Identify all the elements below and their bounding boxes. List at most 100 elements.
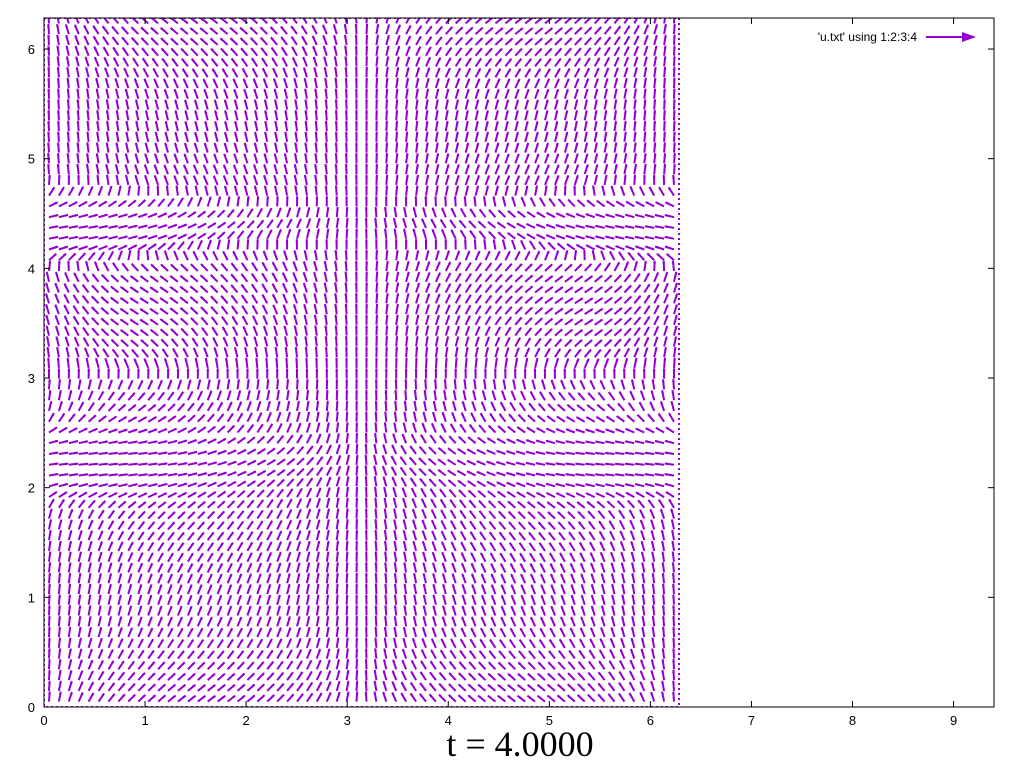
- vector-arrow-head: [375, 185, 379, 189]
- vector-arrow-head: [150, 308, 153, 312]
- vector-arrow-head: [140, 542, 144, 546]
- vector-arrow-head: [364, 626, 368, 630]
- vector-arrow-head: [211, 662, 215, 666]
- vector-arrow-head: [128, 185, 131, 189]
- vector-arrow-head: [85, 225, 88, 229]
- vector-arrow-head: [329, 456, 332, 459]
- vector-arrow-head: [47, 626, 51, 630]
- vector-arrow: [121, 18, 130, 25]
- vector-arrow-head: [355, 626, 359, 630]
- vector-arrow-head: [54, 283, 58, 287]
- vector-arrow-head: [402, 487, 405, 491]
- vector-arrow-head: [294, 185, 298, 189]
- vector-arrow-head: [269, 423, 273, 427]
- vector-arrow-head: [75, 440, 78, 443]
- vector-arrow-head: [279, 219, 283, 223]
- vector-arrow-head: [268, 563, 272, 566]
- vector-arrow-head: [99, 562, 102, 566]
- vector-arrow-head: [319, 682, 322, 685]
- vector-arrow-head: [204, 121, 208, 125]
- vector-arrow: [75, 18, 80, 24]
- vector-arrow-head: [385, 303, 389, 307]
- vector-arrow-head: [271, 694, 275, 698]
- vector-arrow-head: [312, 25, 315, 29]
- vector-arrow-head: [426, 78, 430, 82]
- vector-arrow: [281, 18, 288, 25]
- vector-arrow-head: [103, 262, 107, 266]
- vector-arrow-head: [59, 530, 62, 533]
- vector-arrow-head: [344, 34, 347, 38]
- vector-arrow-head: [334, 88, 338, 92]
- vector-arrow-head: [154, 451, 158, 455]
- vector-arrow-head: [233, 461, 237, 464]
- vector-arrow-head: [355, 336, 358, 339]
- vector-arrow-head: [101, 318, 105, 322]
- vector-arrow-head: [284, 153, 287, 157]
- vector-arrow-head: [159, 573, 163, 577]
- vector-arrow-head: [395, 142, 399, 146]
- vector-arrow-head: [257, 390, 261, 394]
- vector-arrow-head: [277, 401, 281, 404]
- vector-arrow-head: [202, 501, 206, 505]
- vector-arrow-head: [364, 422, 368, 425]
- vector-arrow-head: [203, 89, 207, 93]
- vector-arrow-head: [355, 142, 358, 145]
- vector-arrow-head: [304, 174, 307, 178]
- vector-arrow-head: [273, 175, 277, 179]
- vector-arrow-head: [254, 121, 258, 124]
- vector-arrow-head: [365, 77, 369, 81]
- vector-arrow-head: [95, 88, 99, 92]
- vector-arrow-head: [252, 294, 255, 298]
- vector-arrow-head: [413, 411, 416, 415]
- vector-arrow-head: [403, 207, 406, 210]
- vector-arrow-head: [307, 422, 311, 426]
- vector-arrow-head: [297, 411, 301, 415]
- vector-arrow-head: [325, 357, 328, 361]
- vector-arrow-head: [240, 230, 244, 234]
- vector-arrow-head: [114, 245, 118, 249]
- vector-arrow-head: [274, 142, 277, 146]
- vector-arrow-head: [365, 56, 369, 59]
- vector-arrow-head: [364, 454, 368, 458]
- vector-arrow-head: [100, 391, 104, 395]
- vector-arrow-head: [110, 297, 114, 301]
- vector-arrow-head: [316, 207, 320, 210]
- vector-arrow-head: [161, 339, 165, 343]
- vector-arrow-head: [334, 153, 338, 156]
- vector-arrow-head: [412, 638, 415, 642]
- vector-arrow-head: [105, 88, 109, 92]
- vector-arrow-head: [324, 120, 328, 124]
- vector-arrow-head: [80, 402, 84, 405]
- vector-arrow-head: [241, 425, 244, 428]
- vector-arrow-head: [315, 196, 319, 199]
- vector-arrow-head: [130, 380, 133, 384]
- vector-arrow-head: [48, 583, 51, 587]
- vector-arrow-head: [154, 235, 158, 238]
- vector-arrow-head: [51, 187, 55, 191]
- vector-arrow-head: [204, 461, 207, 465]
- vector-arrow-head: [135, 142, 138, 146]
- vector-arrow-head: [99, 638, 103, 642]
- vector-arrow-head: [48, 562, 52, 565]
- vector-arrow-head: [250, 500, 254, 504]
- vector-arrow-head: [312, 35, 315, 39]
- vector-arrow-head: [221, 511, 225, 515]
- vector-arrow-head: [402, 638, 406, 641]
- vector-arrow-head: [326, 616, 330, 619]
- vector-arrow-head: [121, 339, 124, 343]
- vector-arrow-head: [234, 185, 237, 189]
- vector-arrow-head: [290, 488, 293, 492]
- vector-arrow-head: [213, 347, 217, 351]
- vector-arrow-head: [121, 672, 125, 676]
- vector-arrow-head: [288, 520, 292, 524]
- vector-arrow-head: [201, 327, 205, 331]
- vector-arrow-head: [103, 201, 107, 204]
- vector-arrow-head: [151, 339, 154, 343]
- vector-arrow-head: [323, 46, 326, 49]
- vector-arrow-head: [190, 307, 194, 311]
- vector-arrow-head: [86, 88, 89, 92]
- vector-arrow-head: [154, 473, 158, 476]
- vector-arrow-head: [58, 626, 61, 630]
- vector-arrow-head: [174, 110, 178, 114]
- vector-arrow-head: [184, 99, 188, 103]
